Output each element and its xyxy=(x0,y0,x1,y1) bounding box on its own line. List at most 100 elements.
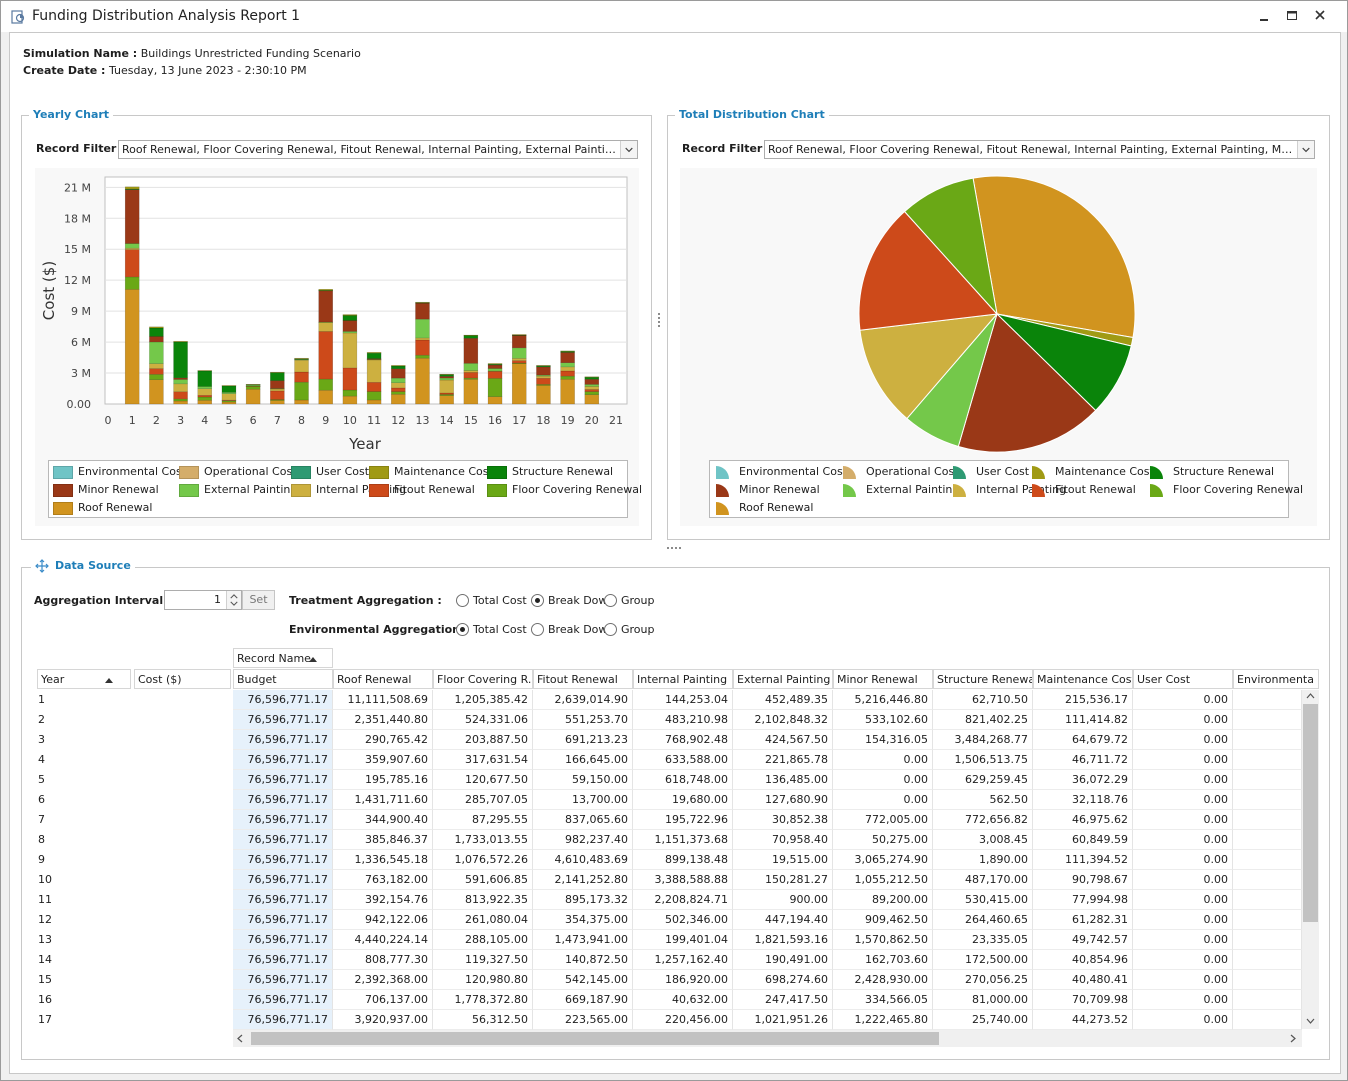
table-cell[interactable]: 0.00 xyxy=(1133,750,1233,770)
table-cell[interactable]: 772,005.00 xyxy=(833,810,933,830)
table-cell[interactable] xyxy=(1233,950,1302,970)
row-header-year[interactable]: 17 xyxy=(38,1013,52,1026)
budget-cell[interactable]: 76,596,771.17 xyxy=(233,810,333,830)
table-cell[interactable]: 111,414.82 xyxy=(1033,710,1133,730)
table-cell[interactable]: 46,711.72 xyxy=(1033,750,1133,770)
table-cell[interactable] xyxy=(1233,970,1302,990)
column-header[interactable]: Fitout Renewal xyxy=(533,669,633,689)
table-cell[interactable]: 290,765.42 xyxy=(333,730,433,750)
table-cell[interactable]: 2,392,368.00 xyxy=(333,970,433,990)
chevron-down-icon[interactable] xyxy=(1297,141,1314,158)
scroll-down-icon[interactable] xyxy=(1305,1017,1316,1025)
table-cell[interactable]: 837,065.60 xyxy=(533,810,633,830)
table-cell[interactable]: 317,631.54 xyxy=(433,750,533,770)
scroll-right-icon[interactable] xyxy=(1289,1034,1297,1043)
table-cell[interactable]: 270,056.25 xyxy=(933,970,1033,990)
table-cell[interactable]: 3,065,274.90 xyxy=(833,850,933,870)
table-cell[interactable]: 0.00 xyxy=(1133,710,1233,730)
table-cell[interactable]: 144,253.04 xyxy=(633,690,733,710)
table-cell[interactable]: 0.00 xyxy=(1133,730,1233,750)
budget-cell[interactable]: 76,596,771.17 xyxy=(233,890,333,910)
table-cell[interactable]: 64,679.72 xyxy=(1033,730,1133,750)
table-cell[interactable]: 633,588.00 xyxy=(633,750,733,770)
table-cell[interactable]: 1,890.00 xyxy=(933,850,1033,870)
table-cell[interactable]: 0.00 xyxy=(1133,970,1233,990)
budget-cell[interactable]: 76,596,771.17 xyxy=(233,910,333,930)
table-cell[interactable]: 2,141,252.80 xyxy=(533,870,633,890)
table-cell[interactable]: 221,865.78 xyxy=(733,750,833,770)
column-header[interactable]: Floor Covering R... xyxy=(433,669,533,689)
table-cell[interactable]: 1,055,212.50 xyxy=(833,870,933,890)
table-cell[interactable] xyxy=(1233,990,1302,1010)
splitter-grip-icon[interactable] xyxy=(657,312,661,328)
budget-cell[interactable]: 76,596,771.17 xyxy=(233,730,333,750)
table-cell[interactable]: 0.00 xyxy=(1133,810,1233,830)
table-cell[interactable]: 0.00 xyxy=(1133,850,1233,870)
budget-cell[interactable]: 76,596,771.17 xyxy=(233,790,333,810)
table-cell[interactable]: 1,733,013.55 xyxy=(433,830,533,850)
table-cell[interactable]: 0.00 xyxy=(1133,990,1233,1010)
table-cell[interactable]: 247,417.50 xyxy=(733,990,833,1010)
table-cell[interactable] xyxy=(1233,730,1302,750)
cost-field-header[interactable]: Cost ($) xyxy=(134,669,231,689)
table-cell[interactable]: 1,257,162.40 xyxy=(633,950,733,970)
table-cell[interactable] xyxy=(1233,870,1302,890)
column-header[interactable]: External Painting xyxy=(733,669,833,689)
table-cell[interactable]: 942,122.06 xyxy=(333,910,433,930)
column-header[interactable]: Environmenta xyxy=(1233,669,1319,689)
table-cell[interactable]: 452,489.35 xyxy=(733,690,833,710)
set-button[interactable]: Set xyxy=(242,590,275,610)
table-cell[interactable]: 111,394.52 xyxy=(1033,850,1133,870)
table-cell[interactable]: 354,375.00 xyxy=(533,910,633,930)
table-cell[interactable]: 119,327.50 xyxy=(433,950,533,970)
table-cell[interactable] xyxy=(1233,850,1302,870)
table-cell[interactable]: 669,187.90 xyxy=(533,990,633,1010)
table-cell[interactable]: 288,105.00 xyxy=(433,930,533,950)
row-header-year[interactable]: 9 xyxy=(38,853,45,866)
table-cell[interactable]: 1,205,385.42 xyxy=(433,690,533,710)
table-cell[interactable]: 136,485.00 xyxy=(733,770,833,790)
table-cell[interactable]: 808,777.30 xyxy=(333,950,433,970)
table-cell[interactable]: 127,680.90 xyxy=(733,790,833,810)
table-cell[interactable]: 0.00 xyxy=(833,790,933,810)
table-cell[interactable]: 11,111,508.69 xyxy=(333,690,433,710)
table-cell[interactable]: 190,491.00 xyxy=(733,950,833,970)
table-cell[interactable]: 32,118.76 xyxy=(1033,790,1133,810)
table-cell[interactable] xyxy=(1233,790,1302,810)
table-cell[interactable]: 2,102,848.32 xyxy=(733,710,833,730)
table-cell[interactable]: 215,536.17 xyxy=(1033,690,1133,710)
table-cell[interactable]: 61,282.31 xyxy=(1033,910,1133,930)
table-cell[interactable]: 1,222,465.80 xyxy=(833,1010,933,1030)
table-cell[interactable]: 0.00 xyxy=(833,770,933,790)
table-cell[interactable]: 220,456.00 xyxy=(633,1010,733,1030)
table-cell[interactable]: 40,854.96 xyxy=(1033,950,1133,970)
table-cell[interactable]: 46,975.62 xyxy=(1033,810,1133,830)
table-cell[interactable]: 4,440,224.14 xyxy=(333,930,433,950)
table-cell[interactable]: 3,388,588.88 xyxy=(633,870,733,890)
table-cell[interactable]: 13,700.00 xyxy=(533,790,633,810)
table-cell[interactable]: 56,312.50 xyxy=(433,1010,533,1030)
row-header-year[interactable]: 7 xyxy=(38,813,45,826)
table-cell[interactable]: 618,748.00 xyxy=(633,770,733,790)
table-cell[interactable]: 502,346.00 xyxy=(633,910,733,930)
budget-cell[interactable]: 76,596,771.17 xyxy=(233,970,333,990)
table-cell[interactable]: 70,958.40 xyxy=(733,830,833,850)
table-cell[interactable] xyxy=(1233,710,1302,730)
table-cell[interactable] xyxy=(1233,770,1302,790)
row-header-year[interactable]: 12 xyxy=(38,913,52,926)
table-cell[interactable]: 162,703.60 xyxy=(833,950,933,970)
table-cell[interactable]: 487,170.00 xyxy=(933,870,1033,890)
table-cell[interactable]: 551,253.70 xyxy=(533,710,633,730)
row-header-year[interactable]: 13 xyxy=(38,933,52,946)
table-cell[interactable]: 0.00 xyxy=(833,750,933,770)
table-cell[interactable]: 0.00 xyxy=(1133,1010,1233,1030)
table-cell[interactable] xyxy=(1233,690,1302,710)
table-cell[interactable]: 483,210.98 xyxy=(633,710,733,730)
table-cell[interactable]: 1,336,545.18 xyxy=(333,850,433,870)
table-cell[interactable]: 530,415.00 xyxy=(933,890,1033,910)
year-field-header[interactable]: Year xyxy=(37,669,131,689)
table-cell[interactable]: 424,567.50 xyxy=(733,730,833,750)
row-header-year[interactable]: 11 xyxy=(38,893,52,906)
column-header[interactable]: Budget xyxy=(233,669,333,689)
table-cell[interactable]: 562.50 xyxy=(933,790,1033,810)
